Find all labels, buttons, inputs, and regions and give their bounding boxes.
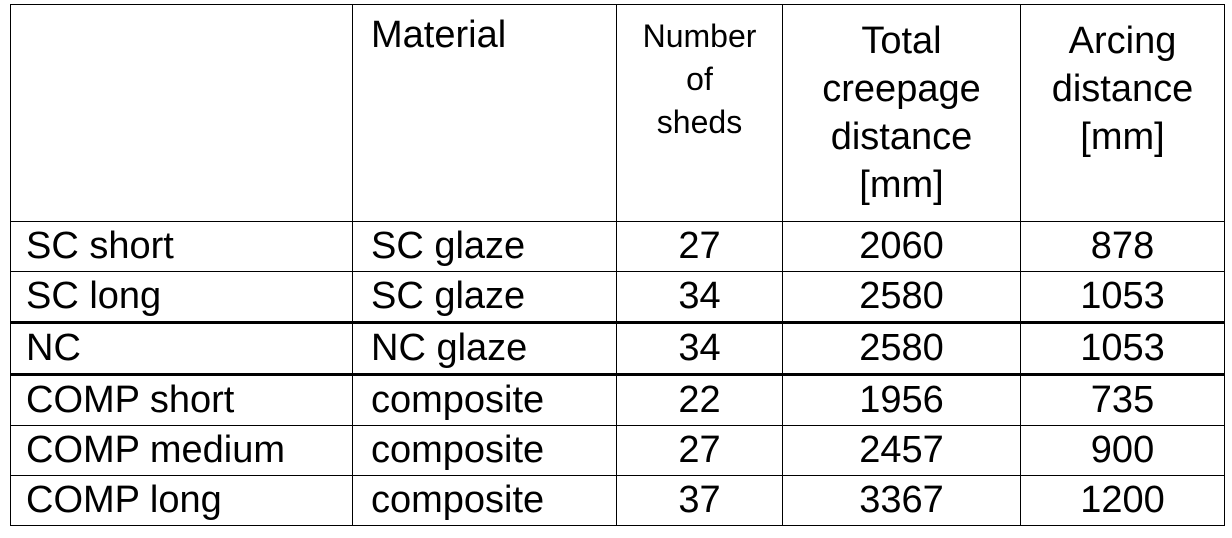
cell-sheds: 37: [616, 475, 783, 526]
cell-material: NC glaze: [352, 321, 617, 375]
header-arcing-line: distance: [1051, 68, 1194, 110]
cell-creepage: 2580: [782, 271, 1021, 323]
table-row: SC short SC glaze 27 2060 878: [10, 221, 1225, 272]
cell-name: NC: [10, 321, 353, 375]
cell-creepage: 2580: [782, 321, 1021, 375]
header-creepage: Total creepage distance [mm]: [782, 4, 1021, 222]
table-row: COMP short composite 22 1956 735: [10, 373, 1225, 426]
header-name: [10, 4, 353, 222]
header-sheds-line: Number: [642, 18, 757, 54]
header-sheds: Number of sheds: [616, 4, 783, 222]
table-row: COMP long composite 37 3367 1200: [10, 475, 1225, 526]
cell-material: composite: [352, 373, 617, 426]
cell-arcing: 900: [1020, 425, 1225, 476]
cell-creepage: 2060: [782, 221, 1021, 272]
cell-material: SC glaze: [352, 271, 617, 323]
cell-creepage: 2457: [782, 425, 1021, 476]
header-material: Material: [352, 4, 617, 222]
table-row: SC long SC glaze 34 2580 1053: [10, 271, 1225, 323]
header-creepage-line: creepage: [822, 68, 981, 110]
header-creepage-line: [mm]: [859, 164, 944, 206]
cell-name: SC long: [10, 271, 353, 323]
header-sheds-line: sheds: [656, 104, 743, 140]
cell-arcing: 1053: [1020, 271, 1225, 323]
header-row: Material Number of sheds Total creepage …: [10, 4, 1225, 222]
insulator-spec-table: Material Number of sheds Total creepage …: [10, 4, 1225, 526]
cell-sheds: 27: [616, 425, 783, 476]
cell-name: SC short: [10, 221, 353, 272]
cell-name: COMP long: [10, 475, 353, 526]
cell-arcing: 1053: [1020, 321, 1225, 375]
cell-arcing: 1200: [1020, 475, 1225, 526]
cell-creepage: 3367: [782, 475, 1021, 526]
cell-name: COMP short: [10, 373, 353, 426]
cell-sheds: 34: [616, 321, 783, 375]
cell-material: SC glaze: [352, 221, 617, 272]
cell-sheds: 22: [616, 373, 783, 426]
table-row: NC NC glaze 34 2580 1053: [10, 321, 1225, 375]
cell-sheds: 27: [616, 221, 783, 272]
header-sheds-line: of: [686, 61, 713, 97]
header-creepage-line: Total: [861, 20, 942, 62]
cell-material: composite: [352, 475, 617, 526]
table-row: COMP medium composite 27 2457 900: [10, 425, 1225, 476]
cell-name: COMP medium: [10, 425, 353, 476]
cell-creepage: 1956: [782, 373, 1021, 426]
cell-arcing: 735: [1020, 373, 1225, 426]
header-arcing-line: Arcing: [1068, 20, 1177, 62]
header-arcing-line: [mm]: [1080, 116, 1165, 158]
cell-material: composite: [352, 425, 617, 476]
cell-arcing: 878: [1020, 221, 1225, 272]
cell-sheds: 34: [616, 271, 783, 323]
header-creepage-line: distance: [830, 116, 973, 158]
header-arcing: Arcing distance [mm]: [1020, 4, 1225, 222]
